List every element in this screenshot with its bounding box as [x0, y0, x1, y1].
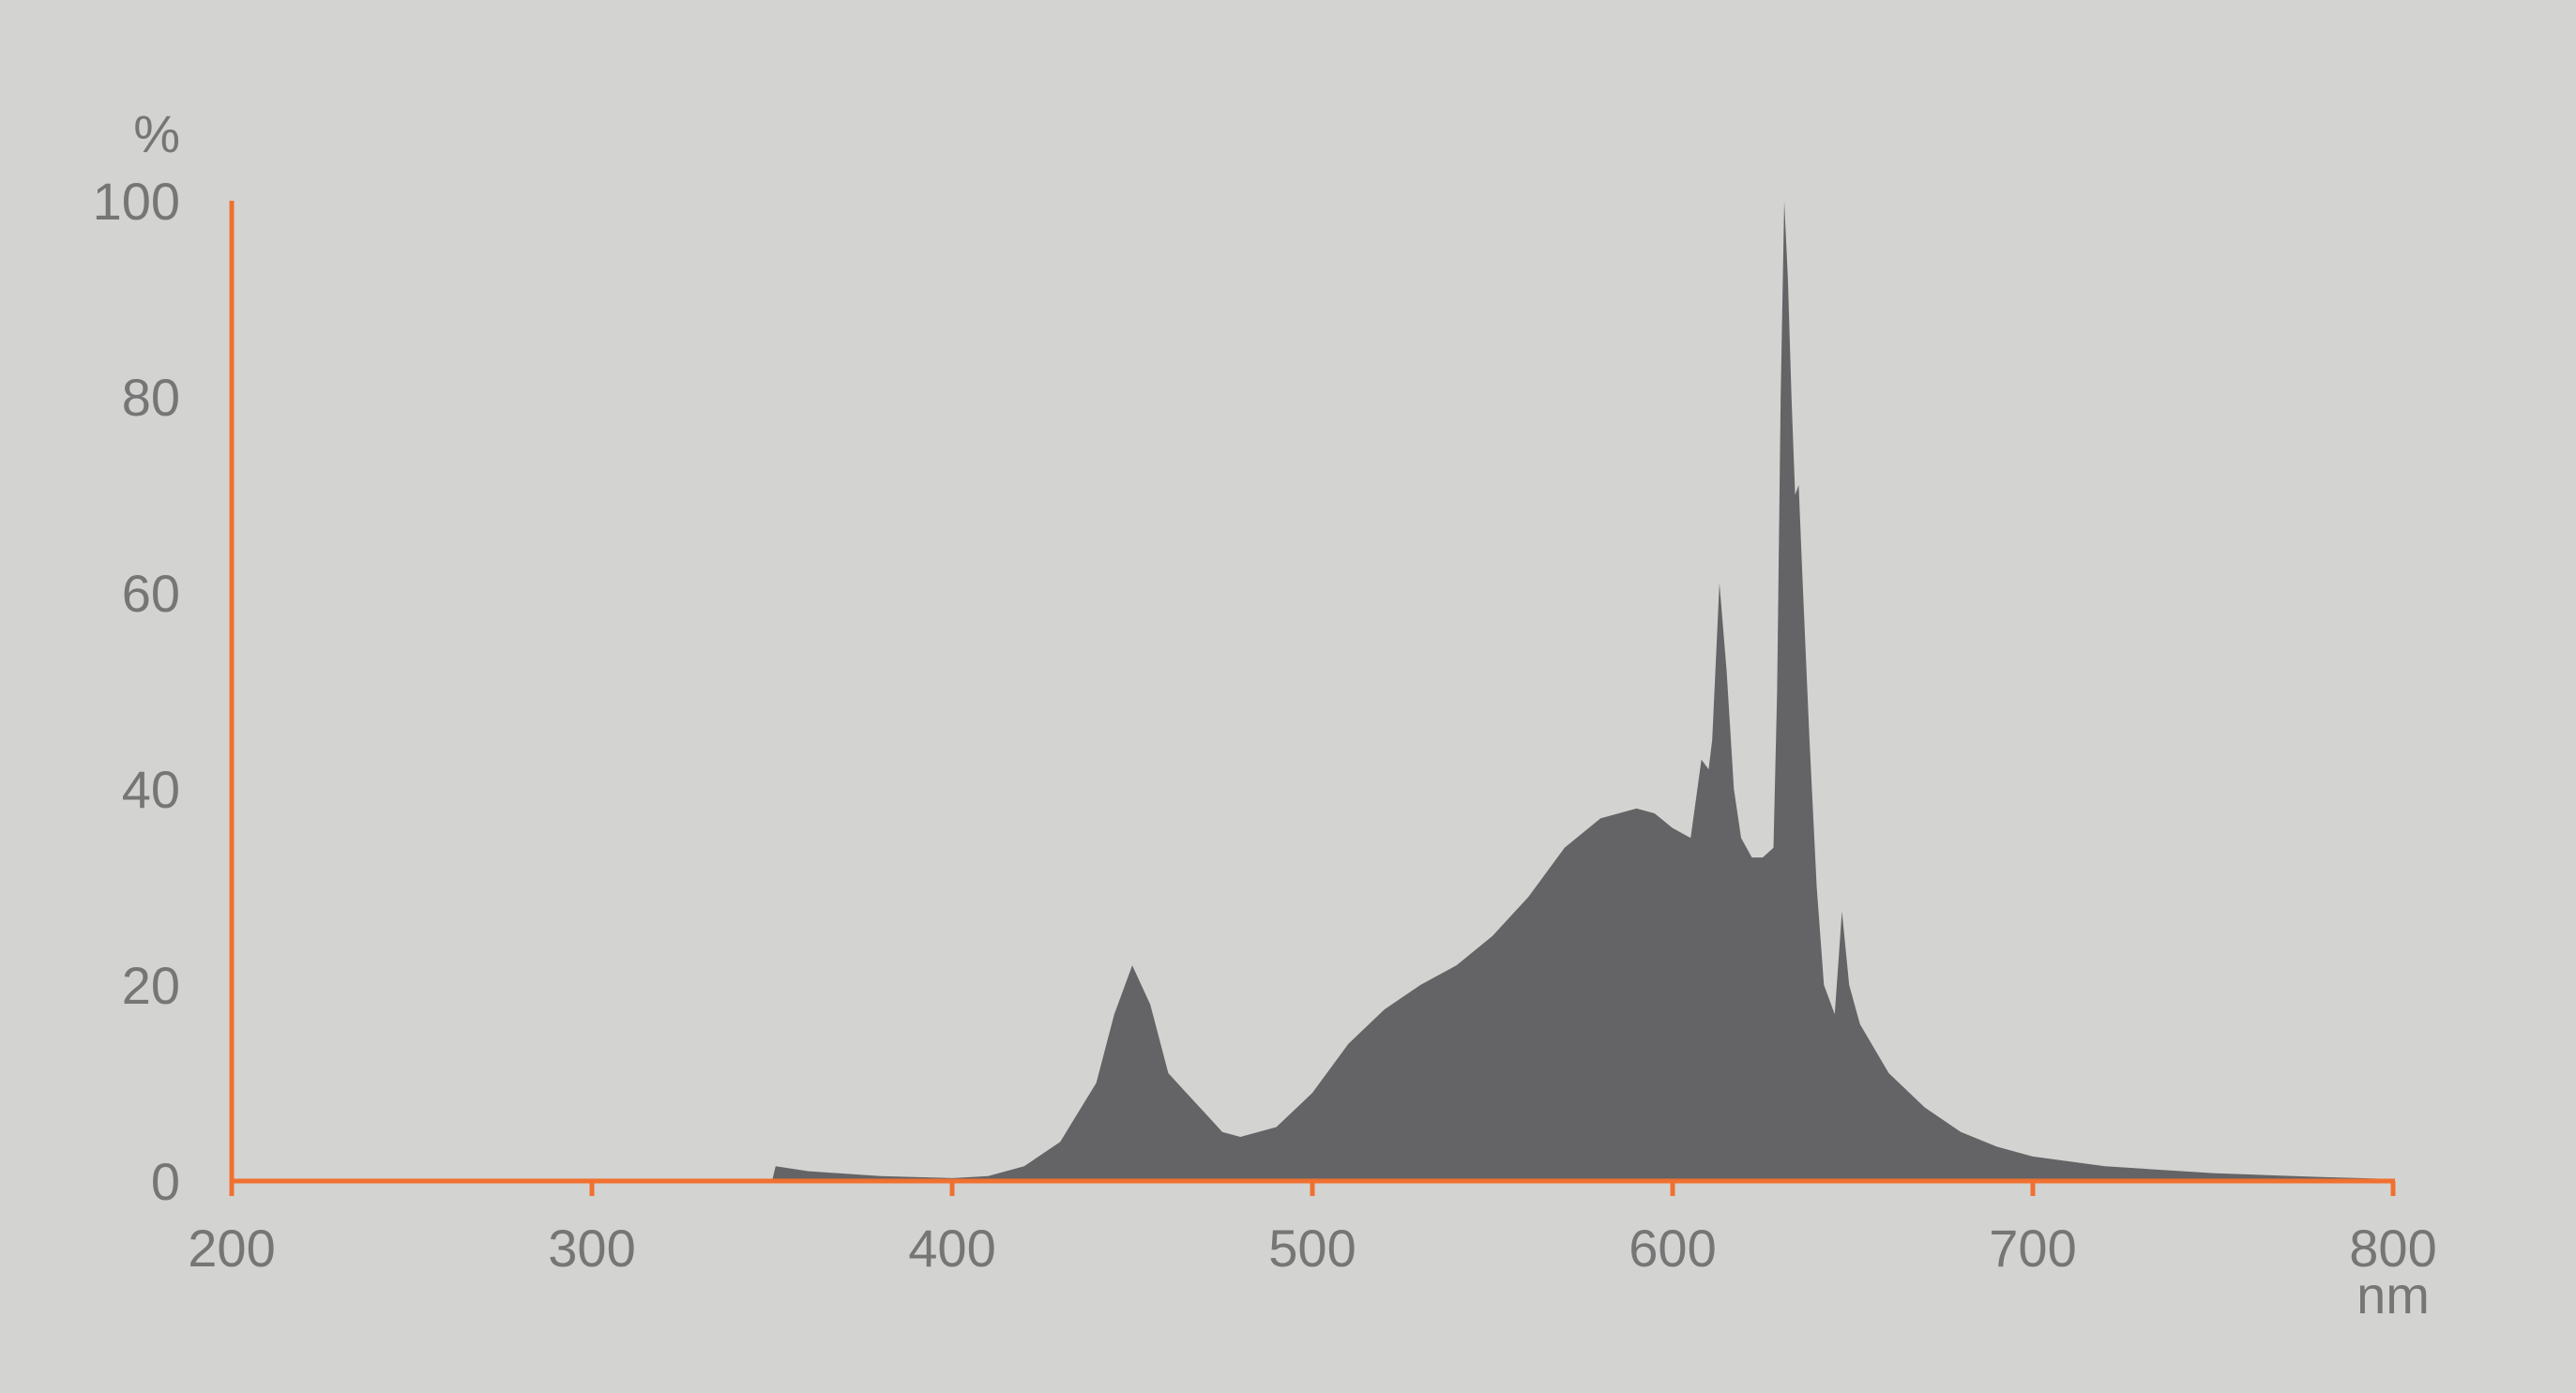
y-tick-label: 100	[93, 172, 180, 231]
x-tick-label: 800	[2349, 1219, 2436, 1278]
x-tick-label: 200	[188, 1219, 275, 1278]
x-tick-label: 500	[1268, 1219, 1356, 1278]
y-axis-label: %	[133, 104, 180, 163]
x-tick-label: 600	[1629, 1219, 1716, 1278]
x-tick-label: 400	[908, 1219, 995, 1278]
x-tick-label: 300	[548, 1219, 635, 1278]
x-axis-label: nm	[2356, 1265, 2430, 1325]
x-tick-label: 700	[1989, 1219, 2076, 1278]
y-tick-label: 40	[122, 760, 180, 819]
y-tick-label: 0	[151, 1152, 180, 1211]
spectrum-area	[772, 201, 2393, 1181]
y-tick-label: 20	[122, 956, 180, 1015]
y-tick-label: 60	[122, 564, 180, 623]
y-tick-label: 80	[122, 368, 180, 427]
